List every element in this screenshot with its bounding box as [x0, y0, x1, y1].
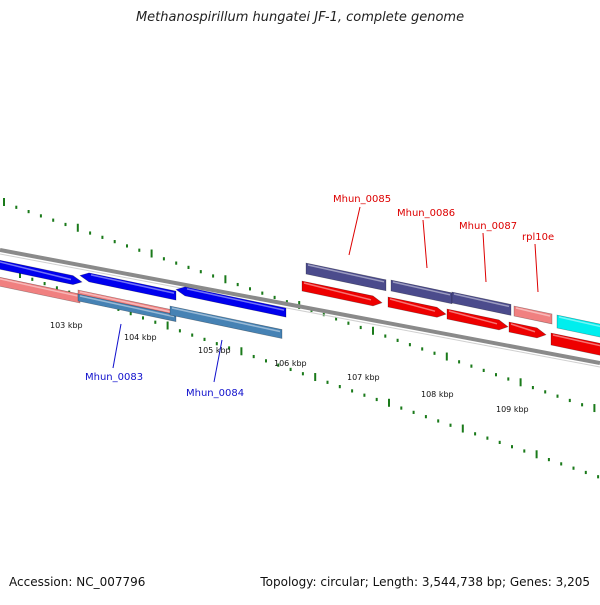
callout-leader-line — [213, 339, 223, 383]
gene-arrow — [550, 332, 600, 356]
gene-arrow-highlight — [303, 282, 372, 301]
gene-bar — [0, 276, 81, 304]
cds-bar-highlight — [79, 295, 175, 318]
cds-arrow — [175, 286, 287, 318]
operon-bar — [305, 262, 387, 292]
cds-bar — [169, 305, 283, 339]
callout-leader-line — [482, 232, 487, 283]
cds-arrow — [79, 272, 177, 301]
kbp-label: 104 kbp — [124, 333, 157, 342]
gene-label: rpl10e — [522, 232, 554, 243]
kbp-label: 105 kbp — [198, 346, 231, 355]
gene-bar — [513, 305, 553, 325]
gene-arrow — [508, 321, 547, 339]
cds-arrow — [0, 259, 83, 285]
cds-arrow-highlight — [0, 261, 72, 281]
gene-bar-highlight — [0, 278, 79, 297]
feature-tracks — [0, 259, 600, 356]
callout-leader-line — [534, 243, 539, 293]
gene-label: Mhun_0083 — [85, 372, 143, 383]
callout-leader-line — [112, 323, 122, 369]
callout-leader-line — [348, 206, 361, 256]
gene-bar-highlight — [79, 291, 171, 313]
gene-arrow-highlight — [389, 298, 436, 312]
kbp-labels: 103 kbp 104 kbp 105 kbp 106 kbp 107 kbp 108 k… — [50, 321, 529, 414]
operon-bar-highlight — [307, 264, 385, 283]
gene-arrow-highlight — [552, 334, 600, 347]
gene-label: Mhun_0085 — [333, 194, 391, 205]
cds-arrow-highlight — [186, 288, 285, 311]
genome-backbone — [0, 248, 600, 368]
inner-tick-ring — [19, 270, 600, 479]
cds-bar — [556, 314, 600, 338]
gene-label: Mhun_0084 — [186, 388, 244, 399]
operon-bar-highlight — [392, 281, 451, 296]
kbp-label: 103 kbp — [50, 321, 83, 330]
kbp-label: 108 kbp — [421, 390, 454, 399]
gene-label: Mhun_0086 — [397, 208, 455, 219]
operon-bar — [390, 279, 453, 305]
backbone-line-outer — [0, 248, 600, 365]
accession-text: Accession: NC_007796 — [9, 575, 146, 589]
gene-arrow-highlight — [448, 310, 498, 325]
callout-leader-line — [422, 219, 428, 269]
gene-bar-highlight — [515, 307, 551, 317]
topology-text: Topology: circular; Length: 3,544,738 bp… — [260, 575, 590, 589]
gene-arrow — [387, 296, 447, 318]
gene-arrow-highlight — [510, 323, 536, 333]
operon-bar-highlight — [453, 293, 510, 308]
backbone-line-inner — [0, 253, 600, 368]
cds-bar — [77, 293, 177, 322]
gene-callouts: Mhun_0083 Mhun_0084 Mhun_0085 Mhun_0086 Mhun… — [85, 194, 554, 399]
map-title: Methanospirillum hungatei JF-1, complete… — [135, 10, 465, 25]
kbp-label: 106 kbp — [274, 359, 307, 368]
cds-bar-highlight — [171, 307, 281, 333]
cds-arrow-highlight — [90, 274, 175, 294]
operon-bar — [451, 291, 512, 316]
cds-bar-highlight — [558, 316, 600, 328]
gene-label: Mhun_0087 — [459, 221, 517, 232]
gene-arrow — [301, 280, 383, 307]
kbp-label: 107 kbp — [347, 373, 380, 382]
kbp-label: 109 kbp — [496, 405, 529, 414]
gene-arrow — [446, 308, 509, 331]
